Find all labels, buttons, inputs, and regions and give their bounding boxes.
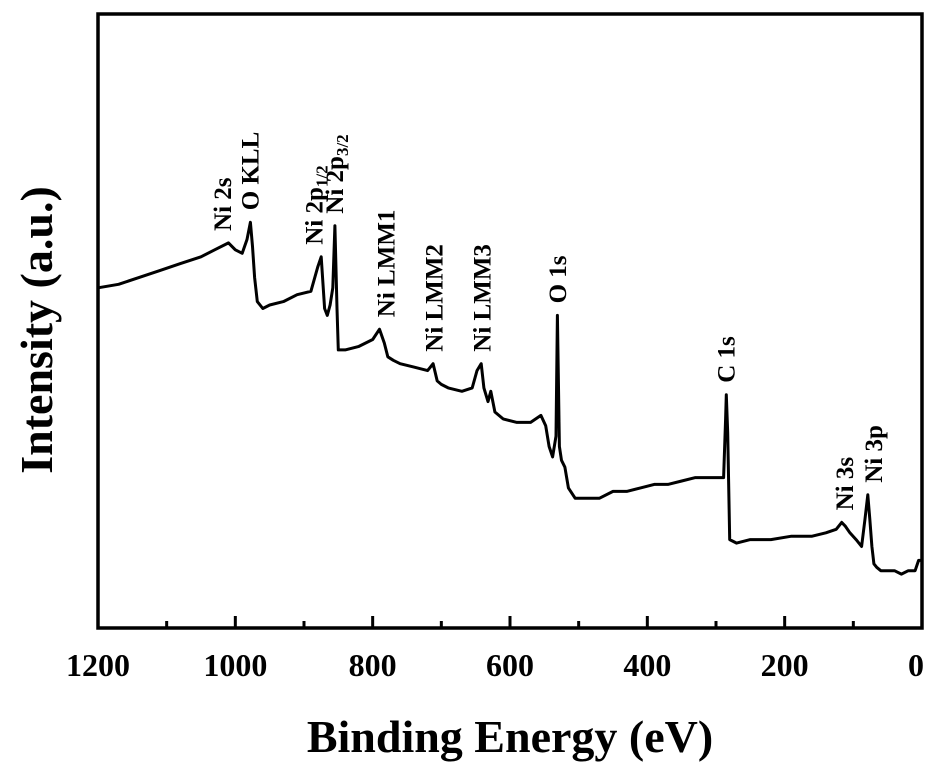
y-axis-title: Intensity (a.u.) (11, 186, 62, 474)
peak-label: Ni 3p (861, 425, 888, 483)
peak-label: Ni LMM2 (421, 244, 448, 352)
peak-label: Ni LMM1 (373, 210, 400, 318)
peak-label: Ni 2p1/2 (301, 165, 331, 244)
peak-labels: Ni 2s O KLL Ni 2p1/2Ni 2p3/2 Ni LMM1 Ni LMM2… (210, 132, 888, 511)
x-tick-label: 0 (908, 647, 924, 683)
x-tick-label: 600 (486, 647, 534, 683)
peak-label: O KLL (237, 132, 264, 211)
peak-label: C 1s (713, 336, 740, 383)
x-tick-label: 800 (349, 647, 397, 683)
peak-label: Ni 2s (210, 177, 237, 231)
peak-label: Ni 2p3/2 (322, 134, 352, 213)
x-tick-label: 1000 (203, 647, 267, 683)
x-tick-label: 1200 (66, 647, 130, 683)
peak-label: Ni 3s (832, 457, 859, 511)
x-axis-title: Binding Energy (eV) (307, 711, 713, 762)
spectrum-series (97, 220, 922, 576)
x-tick-label: 200 (761, 647, 809, 683)
peak-label: O 1s (545, 255, 572, 303)
x-axis-ticks: 1200 1000 800 600 400 200 0 (66, 616, 924, 683)
series-line-0 (97, 220, 922, 576)
peak-label: Ni LMM3 (470, 244, 497, 352)
x-tick-label: 400 (623, 647, 671, 683)
